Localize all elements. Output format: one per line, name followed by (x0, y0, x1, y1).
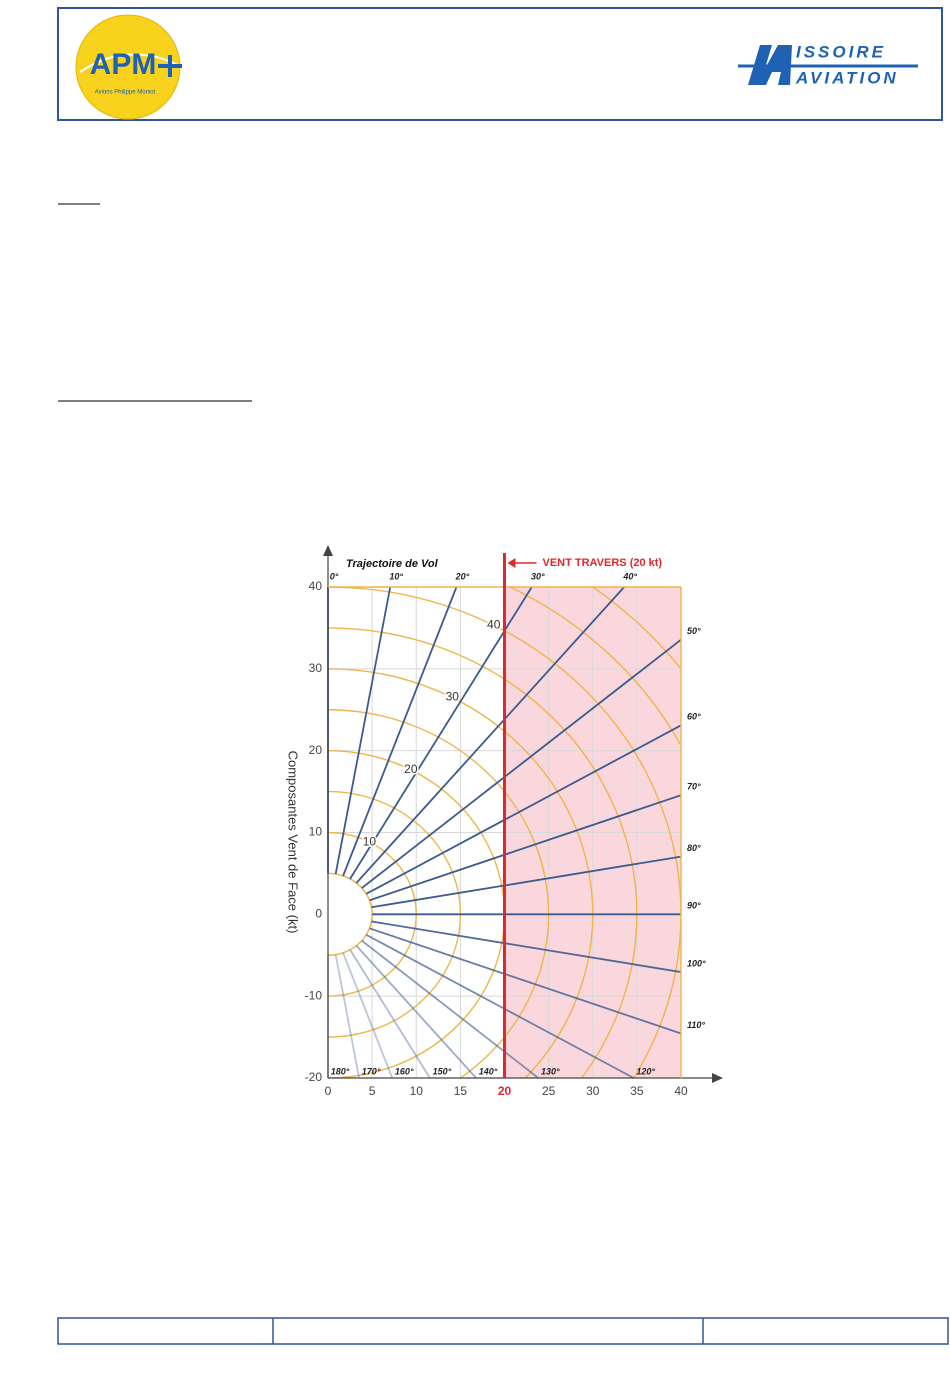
direction-line (371, 920, 682, 973)
direction-line (355, 945, 477, 1079)
direction-label: 160° (395, 1066, 414, 1076)
direction-label: 90° (687, 901, 701, 911)
direction-line (365, 933, 635, 1079)
direction-line (355, 586, 625, 884)
direction-label: 30° (531, 571, 545, 581)
direction-label: 10° (389, 571, 403, 581)
direction-label: 40° (622, 571, 637, 581)
y-tick-label: 30 (309, 661, 323, 675)
circle-label: 10 (363, 834, 377, 848)
direction-label: 60° (687, 712, 701, 722)
direction-line (334, 586, 392, 875)
direction-label: 70° (687, 782, 701, 792)
direction-label: 140° (479, 1066, 498, 1076)
circle-label: 20 (404, 762, 418, 776)
x-tick-label: 0 (325, 1084, 332, 1098)
footer-table (57, 1317, 949, 1345)
x-tick-label: 35 (630, 1084, 644, 1098)
y-tick-label: 40 (309, 579, 323, 593)
x-tick-label: 20 (498, 1084, 512, 1098)
direction-line (365, 724, 682, 895)
direction-label: 150° (433, 1066, 452, 1076)
annotation-arrowhead (507, 558, 516, 568)
header-box (57, 7, 943, 121)
x-tick-label: 5 (369, 1084, 376, 1098)
direction-label: 120° (636, 1066, 655, 1076)
direction-label: 80° (687, 843, 701, 853)
x-tick-label: 40 (674, 1084, 688, 1098)
direction-line (369, 794, 682, 902)
direction-line (342, 586, 458, 877)
direction-line (349, 949, 431, 1079)
chart-title: Trajectoire de Vol (346, 558, 439, 570)
direction-label: 50° (687, 626, 701, 636)
direction-line (371, 855, 682, 909)
apm-subtitle: Avions Philippe Moniot (95, 90, 156, 96)
direction-label: 100° (687, 958, 706, 968)
y-tick-label: 20 (309, 743, 323, 757)
issoire-text: ISSOIRE (796, 42, 886, 61)
apm-text: APM (90, 48, 157, 81)
annotation: VENT TRAVERS (20 kt) (543, 557, 663, 569)
direction-label: 180° (331, 1066, 350, 1076)
y-tick-label: -10 (305, 988, 323, 1002)
y-tick-label: 10 (309, 825, 323, 839)
direction-line (342, 952, 394, 1079)
x-tick-label: 10 (410, 1084, 424, 1098)
direction-label: 130° (541, 1066, 560, 1076)
direction-label: 170° (362, 1066, 381, 1076)
aviation-text: AVIATION (795, 68, 899, 87)
direction-label: 110° (687, 1020, 705, 1030)
direction-line (361, 638, 682, 889)
circle-label: 40 (487, 617, 501, 631)
direction-line (349, 586, 533, 880)
direction-line (334, 954, 361, 1079)
direction-label: 0° (330, 571, 339, 581)
y-tick-label: 0 (315, 907, 322, 921)
y-axis-arrow (323, 545, 333, 556)
x-tick-label: 30 (586, 1084, 600, 1098)
y-tick-label: -20 (305, 1070, 323, 1084)
x-axis-arrow (712, 1073, 723, 1083)
chart: 0 5 10 15 20 25 30 35 40 -20 -10 0 10 20 30 40 0° 10° 20° 3… (286, 545, 723, 1098)
direction-line (361, 939, 539, 1079)
direction-label: 20° (455, 571, 470, 581)
y-axis-label: Composantes Vent de Face (kt) (286, 751, 301, 934)
direction-line (369, 927, 682, 1035)
x-tick-label: 15 (454, 1084, 468, 1098)
circle-label: 30 (446, 690, 460, 704)
x-tick-label: 25 (542, 1084, 556, 1098)
